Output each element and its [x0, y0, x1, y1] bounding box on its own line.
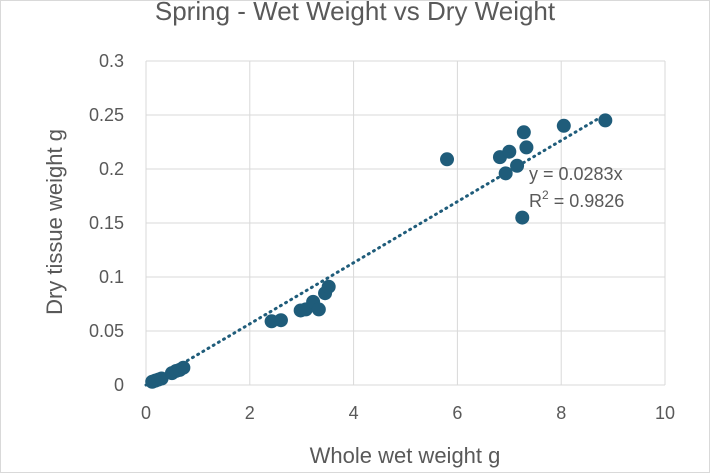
y-tick-label: 0.3 — [99, 51, 124, 71]
y-tick-label: 0 — [114, 375, 124, 395]
x-tick-label: 0 — [141, 403, 151, 423]
data-point — [498, 166, 513, 181]
data-point — [502, 144, 517, 159]
y-axis-ticks: 0 0.05 0.1 0.15 0.2 0.25 0.3 — [89, 51, 124, 395]
data-point — [519, 140, 534, 155]
x-tick-label: 8 — [556, 403, 566, 423]
data-point — [515, 210, 530, 225]
r-squared-value: = 0.9826 — [549, 191, 625, 211]
y-tick-label: 0.05 — [89, 321, 124, 341]
y-tick-label: 0.1 — [99, 267, 124, 287]
data-point — [273, 313, 288, 328]
y-tick-label: 0.25 — [89, 105, 124, 125]
y-tick-label: 0.15 — [89, 213, 124, 233]
data-point — [176, 360, 191, 375]
data-point — [154, 371, 169, 386]
y-axis-title: Dry tissue weight g — [42, 129, 67, 315]
trendline-r-squared: R2 = 0.9826 — [529, 188, 624, 211]
data-points — [145, 113, 613, 389]
r-squared-prefix: R — [529, 191, 542, 211]
data-point — [311, 302, 326, 317]
data-point — [321, 279, 336, 294]
data-point — [516, 125, 531, 140]
trendline — [144, 113, 607, 387]
x-tick-label: 4 — [349, 403, 359, 423]
data-point — [510, 158, 525, 173]
trendline-equation: y = 0.0283x — [529, 164, 623, 184]
trendline-group — [144, 113, 607, 387]
gridlines — [145, 60, 666, 386]
x-tick-label: 6 — [452, 403, 462, 423]
x-axis-ticks: 0 2 4 6 8 10 — [141, 403, 675, 423]
chart-title: Spring - Wet Weight vs Dry Weight — [155, 0, 556, 26]
data-point — [556, 118, 571, 133]
r-squared-exponent: 2 — [542, 188, 549, 202]
x-axis-title: Whole wet weight g — [310, 443, 501, 468]
data-point — [440, 152, 455, 167]
x-tick-label: 10 — [655, 403, 675, 423]
data-point — [598, 113, 613, 128]
y-tick-label: 0.2 — [99, 159, 124, 179]
x-tick-label: 2 — [245, 403, 255, 423]
